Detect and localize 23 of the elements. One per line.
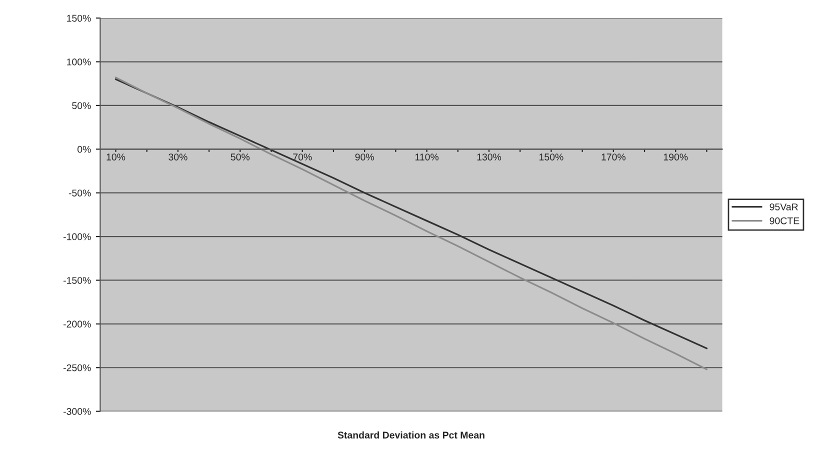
x-tick-label: 170% [602, 154, 626, 160]
x-tick-label: 130% [477, 154, 502, 160]
y-tick-label: -200% [64, 320, 91, 328]
y-tick-label: -150% [64, 276, 91, 284]
y-tick-label: 0% [78, 146, 91, 153]
y-tick-label: -250% [64, 364, 91, 372]
x-tick-label: 110% [415, 154, 439, 160]
x-tick-label: 90% [355, 154, 374, 160]
legend-label: 90CTE [770, 217, 800, 224]
y-tick-label: 50% [72, 102, 91, 110]
y-tick-label: 100% [67, 58, 91, 66]
y-tick-label: 150% [67, 14, 91, 22]
y-tick-label: -50% [68, 190, 91, 196]
x-tick-label: 150% [540, 154, 564, 160]
x-tick-label: 190% [664, 154, 688, 160]
x-tick-label: 50% [230, 154, 250, 160]
y-tick-label: -300% [64, 408, 91, 415]
y-tick-label: -100% [64, 233, 91, 240]
x-tick-label: 70% [293, 154, 312, 160]
x-tick-label: 10% [106, 154, 126, 160]
legend-label: 95VaR [770, 203, 798, 210]
x-axis-title: Standard Deviation as Pct Mean [338, 431, 484, 439]
x-tick-label: 30% [168, 154, 188, 160]
